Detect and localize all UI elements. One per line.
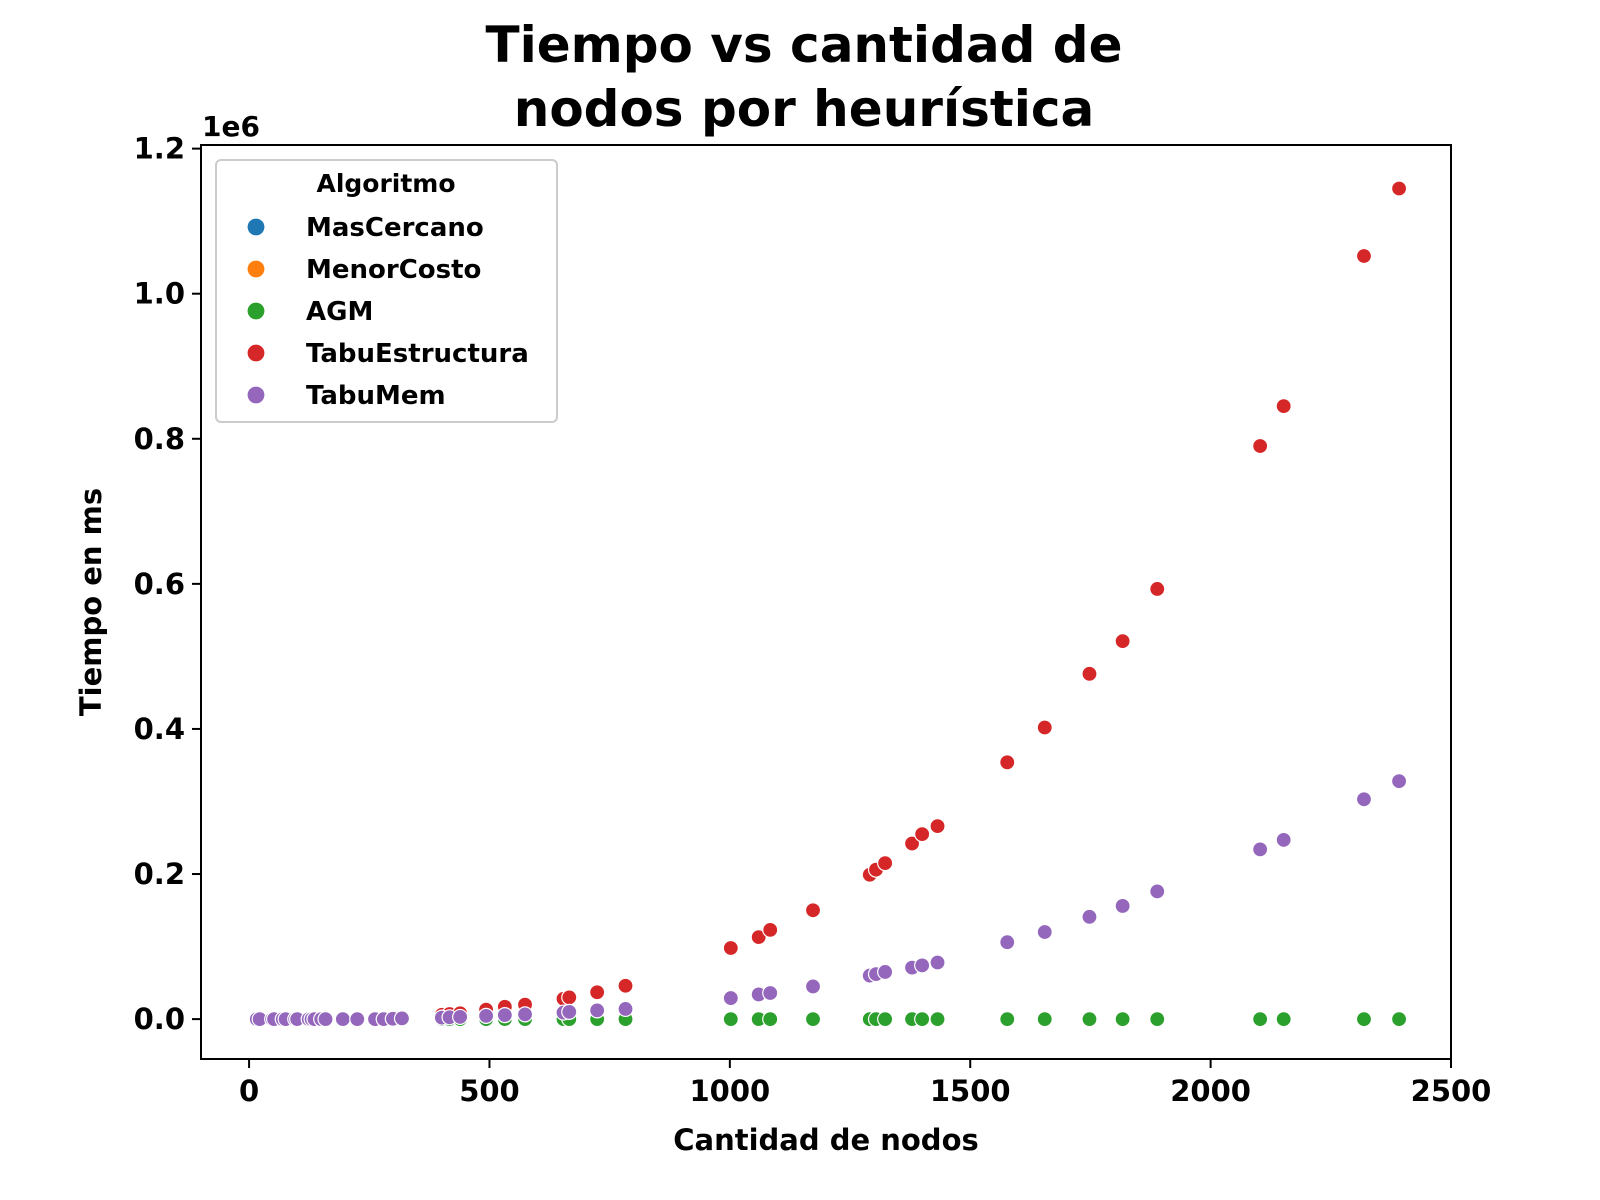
data-point bbox=[1149, 580, 1166, 598]
data-point bbox=[589, 1002, 606, 1019]
plot-frame bbox=[200, 144, 1452, 1060]
y-tick-label: 0.0 bbox=[134, 1002, 185, 1036]
legend-label: AGM bbox=[306, 297, 373, 327]
x-axis-label: Cantidad de nodos bbox=[673, 1123, 979, 1157]
data-point bbox=[1275, 831, 1292, 849]
y-tick-label: 0.2 bbox=[134, 857, 185, 891]
legend-marker bbox=[246, 217, 266, 237]
legend-marker bbox=[246, 301, 266, 321]
data-point bbox=[722, 939, 739, 957]
x-tick-label: 2000 bbox=[1170, 1074, 1251, 1108]
legend-label: MenorCosto bbox=[306, 255, 481, 285]
data-point bbox=[929, 818, 946, 835]
y-offset-label: 1e6 bbox=[202, 110, 260, 143]
data-point bbox=[1355, 1011, 1373, 1028]
data-point bbox=[722, 1011, 739, 1028]
chart-title-line-1: Tiempo vs cantidad de bbox=[485, 16, 1122, 74]
data-point bbox=[1275, 398, 1292, 415]
data-point bbox=[804, 1011, 822, 1028]
data-point bbox=[1390, 1011, 1408, 1028]
data-point bbox=[496, 1007, 513, 1024]
y-axis-label: Tiempo en ms bbox=[74, 488, 108, 716]
data-point bbox=[804, 902, 822, 919]
legend: Algoritmo MasCercano MenorCosto AGM TabuEst… bbox=[215, 159, 558, 423]
y-axis-ticks: 0.0 0.2 0.4 0.6 0.8 1.0 1.2 bbox=[134, 132, 201, 1036]
data-point bbox=[1114, 633, 1131, 650]
data-point bbox=[999, 1011, 1016, 1028]
data-point bbox=[1036, 719, 1053, 736]
data-point bbox=[999, 754, 1016, 771]
data-point bbox=[477, 1007, 495, 1024]
y-tick-label: 1.0 bbox=[134, 277, 185, 311]
legend-label: TabuEstructura bbox=[306, 339, 529, 369]
data-point bbox=[914, 957, 931, 974]
x-tick-label: 2500 bbox=[1411, 1074, 1492, 1108]
data-point bbox=[1390, 180, 1408, 197]
y-tick-label: 0.6 bbox=[134, 567, 185, 601]
legend-label: MasCercano bbox=[306, 213, 484, 243]
data-point bbox=[1275, 1011, 1292, 1028]
data-point bbox=[1252, 437, 1269, 455]
data-point bbox=[1390, 773, 1408, 790]
data-point bbox=[762, 1011, 779, 1028]
data-point bbox=[334, 1011, 351, 1028]
data-point bbox=[877, 963, 894, 981]
x-tick-label: 1000 bbox=[689, 1074, 770, 1108]
y-tick-label: 0.4 bbox=[134, 712, 185, 746]
data-points bbox=[248, 180, 1408, 1028]
data-point bbox=[1355, 791, 1373, 808]
data-point bbox=[1252, 841, 1269, 858]
legend-title: Algoritmo bbox=[316, 169, 455, 198]
data-point bbox=[1081, 908, 1098, 925]
x-tick-label: 0 bbox=[239, 1074, 259, 1108]
data-point bbox=[914, 826, 931, 843]
data-point bbox=[349, 1011, 366, 1028]
data-point bbox=[452, 1008, 469, 1026]
data-point bbox=[914, 1011, 931, 1028]
data-point bbox=[589, 984, 606, 1001]
legend-frame bbox=[215, 159, 558, 423]
data-point bbox=[1081, 665, 1098, 682]
y-tick-label: 1.2 bbox=[134, 132, 185, 166]
data-point bbox=[722, 989, 739, 1007]
data-point bbox=[1036, 923, 1053, 941]
data-point bbox=[317, 1011, 334, 1028]
legend-label: TabuMem bbox=[306, 381, 446, 411]
data-point bbox=[750, 929, 767, 946]
data-point bbox=[561, 1003, 578, 1020]
data-point bbox=[1114, 897, 1131, 915]
data-point bbox=[561, 989, 578, 1006]
data-point bbox=[393, 1010, 411, 1027]
data-point bbox=[804, 978, 822, 995]
data-point bbox=[617, 1000, 634, 1018]
data-point bbox=[617, 977, 634, 994]
data-point bbox=[762, 984, 779, 1002]
chart-title-line-2: nodos por heurística bbox=[514, 80, 1095, 138]
data-point bbox=[762, 921, 779, 938]
legend-marker bbox=[246, 259, 266, 279]
legend-items: MasCercano MenorCosto AGM TabuEstructura Tab… bbox=[246, 213, 529, 411]
data-point bbox=[1252, 1011, 1269, 1028]
data-point bbox=[1355, 247, 1373, 265]
data-point bbox=[1036, 1011, 1053, 1028]
series-tabumem bbox=[248, 773, 1408, 1028]
data-point bbox=[1114, 1011, 1131, 1028]
data-point bbox=[929, 1011, 946, 1028]
x-axis-ticks: 0 500 1000 1500 2000 2500 bbox=[239, 1059, 1491, 1108]
x-tick-label: 500 bbox=[459, 1074, 520, 1108]
data-point bbox=[929, 954, 946, 971]
x-tick-label: 1500 bbox=[930, 1074, 1011, 1108]
y-tick-label: 0.8 bbox=[134, 422, 185, 456]
data-point bbox=[903, 835, 921, 852]
legend-marker bbox=[246, 343, 266, 363]
legend-marker bbox=[246, 385, 266, 405]
data-point bbox=[1149, 883, 1166, 900]
data-point bbox=[877, 1011, 894, 1028]
data-point bbox=[877, 855, 894, 872]
data-point bbox=[999, 934, 1016, 951]
data-point bbox=[1149, 1011, 1166, 1028]
data-point bbox=[516, 1006, 534, 1023]
data-point bbox=[1081, 1011, 1098, 1028]
